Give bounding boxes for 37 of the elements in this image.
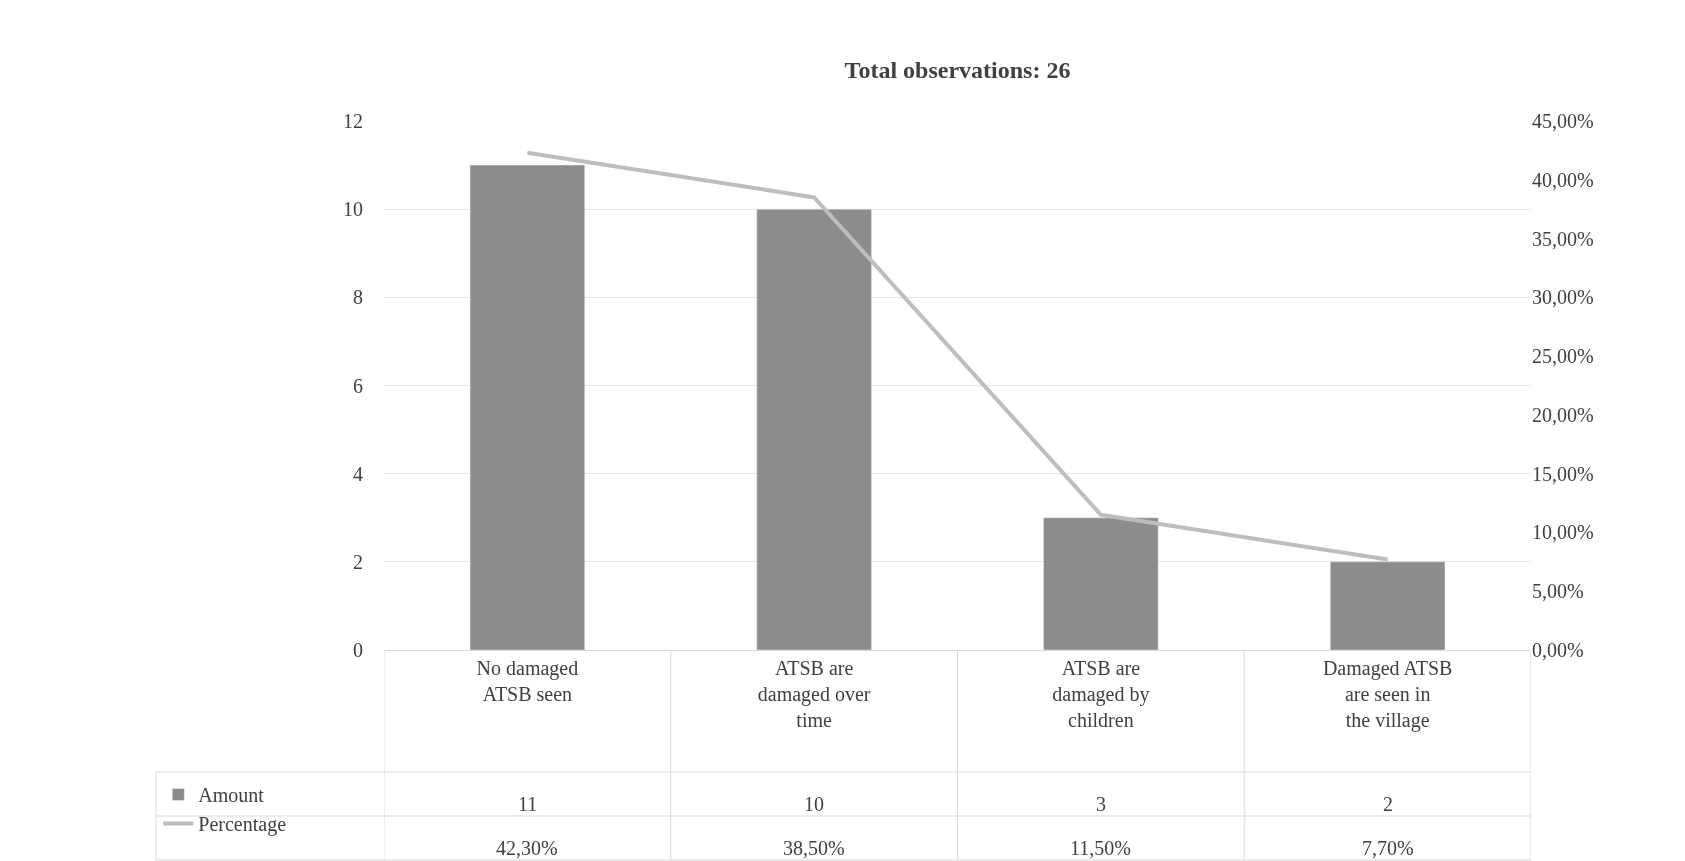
x-tick-label: ATSB are damaged by children <box>1052 657 1150 731</box>
x-tick-label: Damaged ATSB are seen in the village <box>1322 657 1453 732</box>
data-label: 10 <box>804 793 824 815</box>
y-tick-label: 6 <box>353 374 363 397</box>
data-label: 2 <box>1383 793 1393 815</box>
y2-tick-label: 25,00% <box>1532 345 1594 368</box>
chart-title: Total observations: 26 <box>844 57 1071 84</box>
legend-label: Amount <box>198 784 265 807</box>
bar <box>469 164 585 650</box>
y2-tick-label: 0,00% <box>1532 639 1584 661</box>
y2-tick-label: 5,00% <box>1532 580 1584 603</box>
y-tick-label: 2 <box>353 550 363 573</box>
bar <box>756 208 872 650</box>
legend-label: Percentage <box>198 813 287 837</box>
line-series <box>525 150 1390 562</box>
data-label: 7,70% <box>1362 837 1414 859</box>
x-tick-label: ATSB are damaged over time <box>757 657 871 731</box>
data-label: 11,50% <box>1070 837 1131 859</box>
y-tick-label: 12 <box>343 110 363 132</box>
y2-tick-label: 15,00% <box>1532 462 1594 485</box>
y2-tick-label: 20,00% <box>1532 403 1594 426</box>
y2-tick-label: 40,00% <box>1532 168 1594 191</box>
y2-tick-label: 30,00% <box>1532 286 1594 309</box>
x-tick-label: No damaged ATSB seen <box>476 657 579 705</box>
bar <box>1043 517 1159 650</box>
y-tick-label: 10 <box>343 198 363 221</box>
data-label: 3 <box>1096 793 1106 815</box>
y2-tick-label: 35,00% <box>1532 227 1594 250</box>
data-label: 38,50% <box>783 837 845 859</box>
y-tick-label: 4 <box>353 462 363 485</box>
y-tick-label: 8 <box>353 286 363 309</box>
bar <box>1330 561 1446 650</box>
data-label: 11 <box>518 793 538 815</box>
y2-tick-label: 45,00% <box>1532 110 1594 132</box>
data-label: 42,30% <box>496 837 558 859</box>
y2-tick-label: 10,00% <box>1532 521 1594 544</box>
y-tick-label: 0 <box>353 639 363 661</box>
